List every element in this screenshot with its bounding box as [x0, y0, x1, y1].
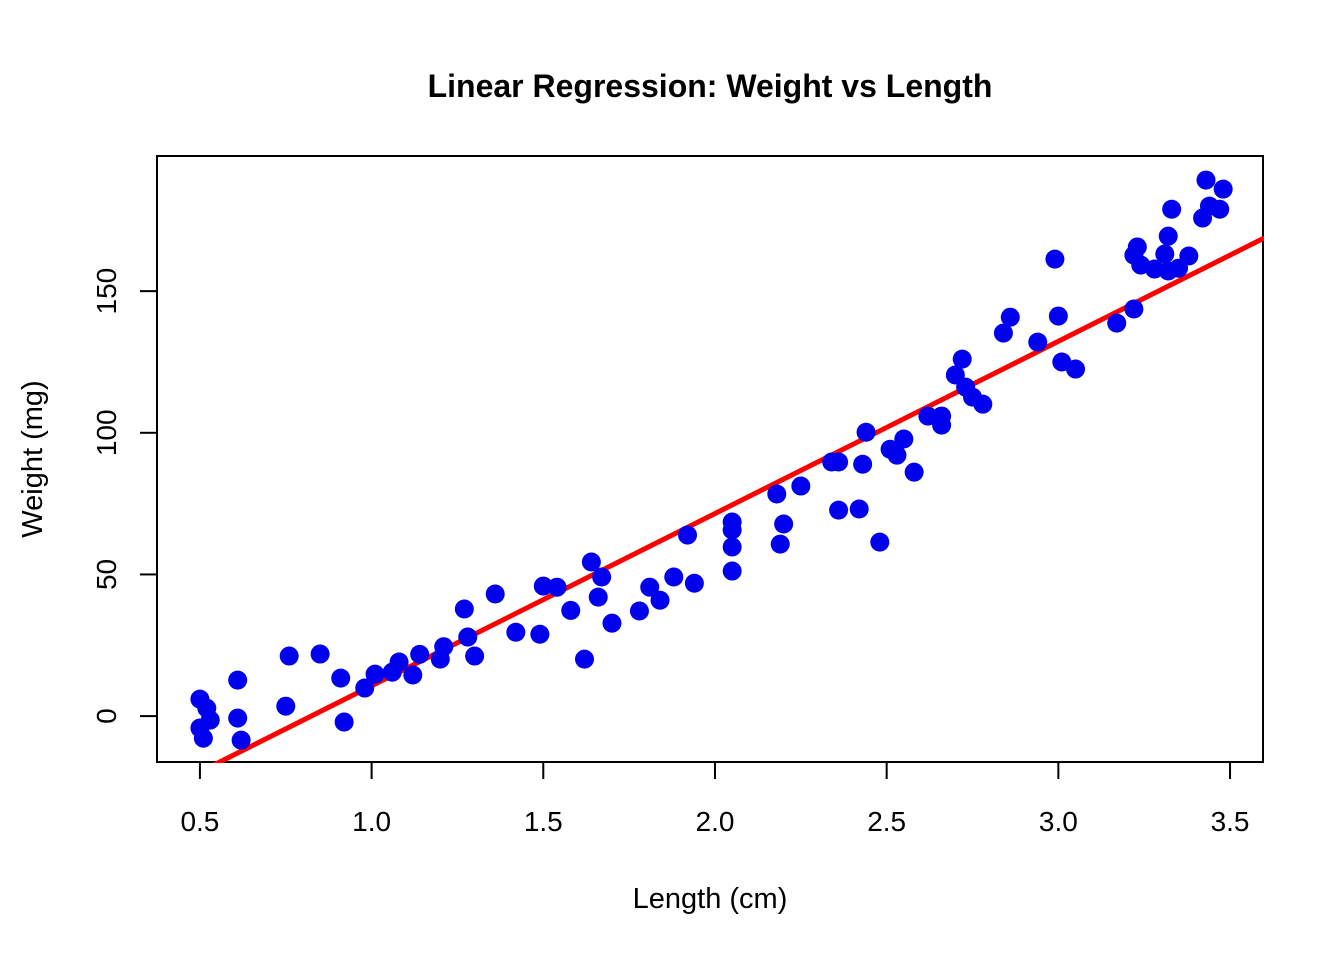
- data-point: [592, 567, 612, 587]
- data-point: [870, 532, 890, 552]
- y-axis-label: Weight (mg): [17, 380, 49, 537]
- data-point: [993, 323, 1013, 343]
- x-tick-label: 0.5: [180, 806, 219, 837]
- data-point: [767, 484, 787, 504]
- data-point: [485, 584, 505, 604]
- data-point: [530, 624, 550, 644]
- x-tick-label: 2.5: [867, 806, 906, 837]
- data-point: [276, 696, 296, 716]
- data-point: [355, 678, 375, 698]
- data-point: [310, 644, 330, 664]
- data-point: [1048, 306, 1068, 326]
- regression-line-layer: [212, 236, 1264, 763]
- data-point: [588, 587, 608, 607]
- data-point: [454, 599, 474, 619]
- x-tick-label: 3.5: [1211, 806, 1250, 837]
- y-tick-label: 50: [91, 559, 122, 590]
- x-axis-label: Length (cm): [633, 883, 788, 915]
- data-point: [1162, 199, 1182, 219]
- regression-line: [212, 236, 1264, 763]
- data-point: [506, 622, 526, 642]
- data-point: [533, 576, 553, 596]
- data-point: [1155, 244, 1175, 264]
- data-point: [678, 525, 698, 545]
- data-point: [829, 452, 849, 472]
- data-point: [1158, 226, 1178, 246]
- data-point: [193, 728, 213, 748]
- plot-box: [156, 155, 1264, 763]
- data-point: [918, 406, 938, 426]
- data-point: [774, 514, 794, 534]
- data-point: [430, 649, 450, 669]
- data-point: [1213, 179, 1233, 199]
- data-point: [410, 644, 430, 664]
- data-point: [664, 567, 684, 587]
- data-point: [894, 429, 914, 449]
- data-point: [722, 537, 742, 557]
- data-point: [382, 662, 402, 682]
- data-point: [770, 534, 790, 554]
- x-tick-label: 2.0: [696, 806, 735, 837]
- data-point: [1193, 208, 1213, 228]
- data-point: [856, 422, 876, 442]
- data-point: [849, 499, 869, 519]
- data-point: [853, 454, 873, 474]
- data-point: [279, 646, 299, 666]
- data-point: [650, 590, 670, 610]
- data-point: [1045, 249, 1065, 269]
- data-point: [829, 500, 849, 520]
- data-point-layer: [190, 170, 1233, 750]
- data-point: [228, 708, 248, 728]
- data-point: [887, 445, 907, 465]
- x-tick-label: 1.0: [352, 806, 391, 837]
- data-point: [465, 646, 485, 666]
- data-point: [458, 627, 478, 647]
- y-tick-label: 0: [91, 708, 122, 724]
- data-point: [228, 670, 248, 690]
- data-point: [1107, 313, 1127, 333]
- data-point: [581, 552, 601, 572]
- data-point: [640, 577, 660, 597]
- y-axis-ticks: 0 50 100 150: [91, 268, 156, 724]
- data-point: [231, 730, 251, 750]
- data-point: [1169, 258, 1189, 278]
- data-point: [791, 476, 811, 496]
- data-point: [973, 394, 993, 414]
- data-point: [684, 573, 704, 593]
- data-point: [722, 520, 742, 540]
- data-point: [602, 613, 622, 633]
- x-tick-label: 1.5: [524, 806, 563, 837]
- data-point: [1028, 332, 1048, 352]
- y-tick-label: 150: [91, 268, 122, 315]
- data-point: [932, 415, 952, 435]
- data-point: [334, 712, 354, 732]
- data-point: [547, 577, 567, 597]
- data-point: [331, 668, 351, 688]
- data-point: [1000, 307, 1020, 327]
- data-point: [952, 349, 972, 369]
- data-point: [561, 600, 581, 620]
- data-point: [629, 601, 649, 621]
- data-point: [904, 462, 924, 482]
- data-point: [1210, 199, 1230, 219]
- x-tick-label: 3.0: [1039, 806, 1078, 837]
- data-point: [403, 665, 423, 685]
- data-point: [1196, 170, 1216, 190]
- data-point: [365, 664, 385, 684]
- data-point: [722, 561, 742, 581]
- data-point: [1066, 359, 1086, 379]
- chart-title: Linear Regression: Weight vs Length: [428, 68, 993, 104]
- data-point: [574, 649, 594, 669]
- data-point: [1124, 299, 1144, 319]
- x-axis-ticks: 0.5 1.0 1.5 2.0 2.5 3.0 3.5: [180, 763, 1250, 837]
- y-tick-label: 100: [91, 409, 122, 456]
